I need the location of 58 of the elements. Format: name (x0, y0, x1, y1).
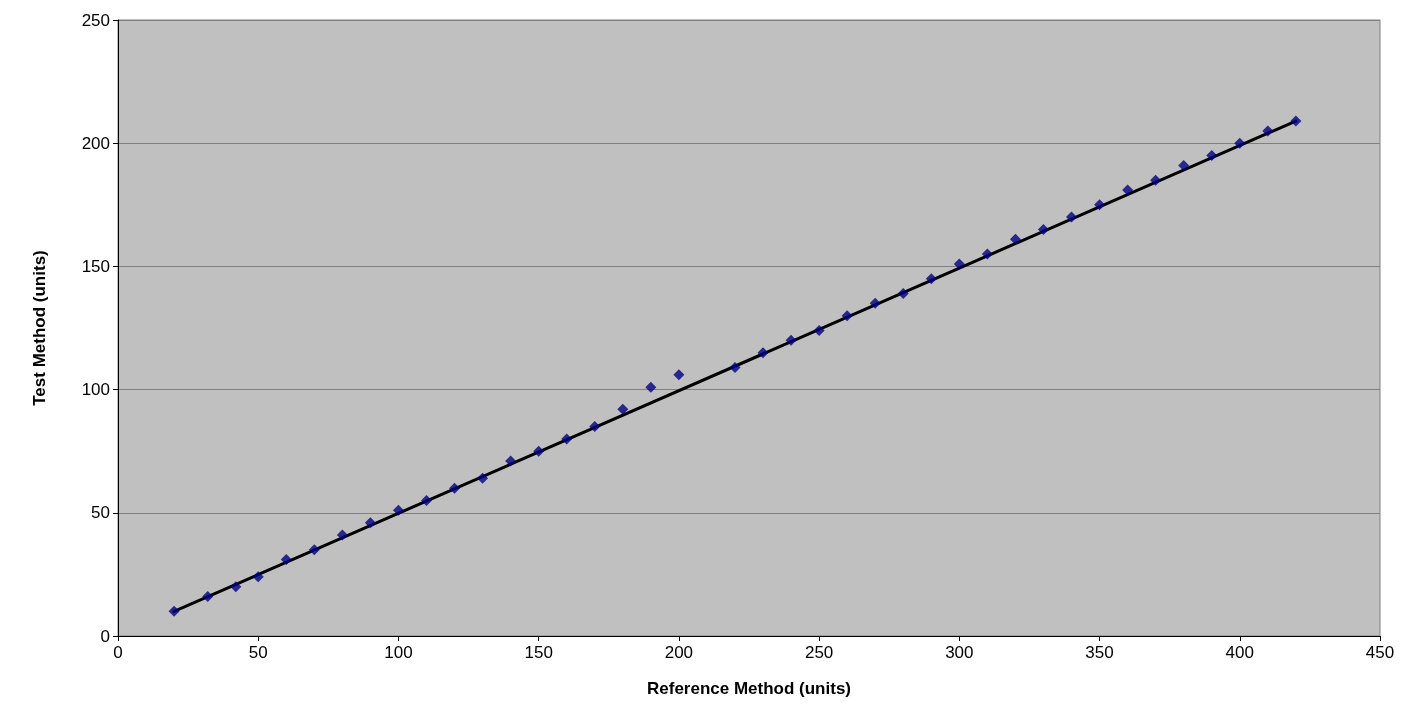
point (1206, 150, 1218, 162)
point (230, 581, 242, 593)
point (533, 445, 545, 457)
point (1066, 211, 1078, 223)
y-tick-label: 150 (81, 256, 110, 276)
point (1122, 184, 1134, 196)
point (813, 324, 825, 336)
point (897, 288, 909, 299)
point (1037, 223, 1049, 235)
point (252, 571, 264, 583)
point (785, 334, 797, 346)
point (561, 433, 573, 445)
point (673, 369, 685, 381)
point (757, 347, 769, 359)
point (392, 504, 404, 516)
point (869, 297, 881, 309)
point (202, 591, 214, 603)
point (925, 273, 937, 285)
x-axis-title: Reference Method (units) (646, 679, 852, 698)
x-tick-label: 50 (248, 643, 268, 662)
point (1262, 125, 1274, 137)
point (1150, 174, 1162, 186)
x-tick-label: 250 (804, 643, 834, 662)
point (1009, 233, 1021, 245)
x-tick-label: 200 (664, 643, 694, 662)
point (1178, 159, 1190, 171)
point (364, 517, 376, 529)
y-tick-label: 250 (81, 10, 110, 30)
point (953, 258, 965, 270)
point (1290, 115, 1302, 127)
x-tick-label: 100 (384, 643, 413, 662)
point (477, 472, 489, 484)
y-tick-label: 200 (81, 133, 110, 153)
point (505, 455, 517, 467)
x-tick-label: 450 (1365, 643, 1395, 662)
point (841, 310, 853, 322)
point (1094, 199, 1106, 211)
y-tick-label: 50 (91, 503, 110, 523)
point (449, 482, 461, 494)
point (645, 381, 657, 393)
x-tick-label: 350 (1085, 643, 1114, 662)
x-tick-label: 400 (1225, 643, 1254, 662)
y-tick-label: 0 (100, 626, 110, 646)
x-tick-label: 150 (524, 643, 553, 662)
x-tick-label: 300 (945, 643, 974, 662)
point (1234, 137, 1246, 149)
point (981, 248, 993, 260)
point (336, 529, 348, 541)
y-axis-title: Test Method (units) (30, 250, 49, 406)
point (308, 544, 320, 556)
x-tick-label: 0 (113, 643, 123, 662)
point (729, 361, 741, 373)
point (280, 554, 292, 566)
point (420, 494, 432, 506)
point (589, 421, 601, 433)
y-tick-label: 100 (81, 380, 110, 400)
point (168, 605, 180, 617)
point (617, 403, 629, 415)
